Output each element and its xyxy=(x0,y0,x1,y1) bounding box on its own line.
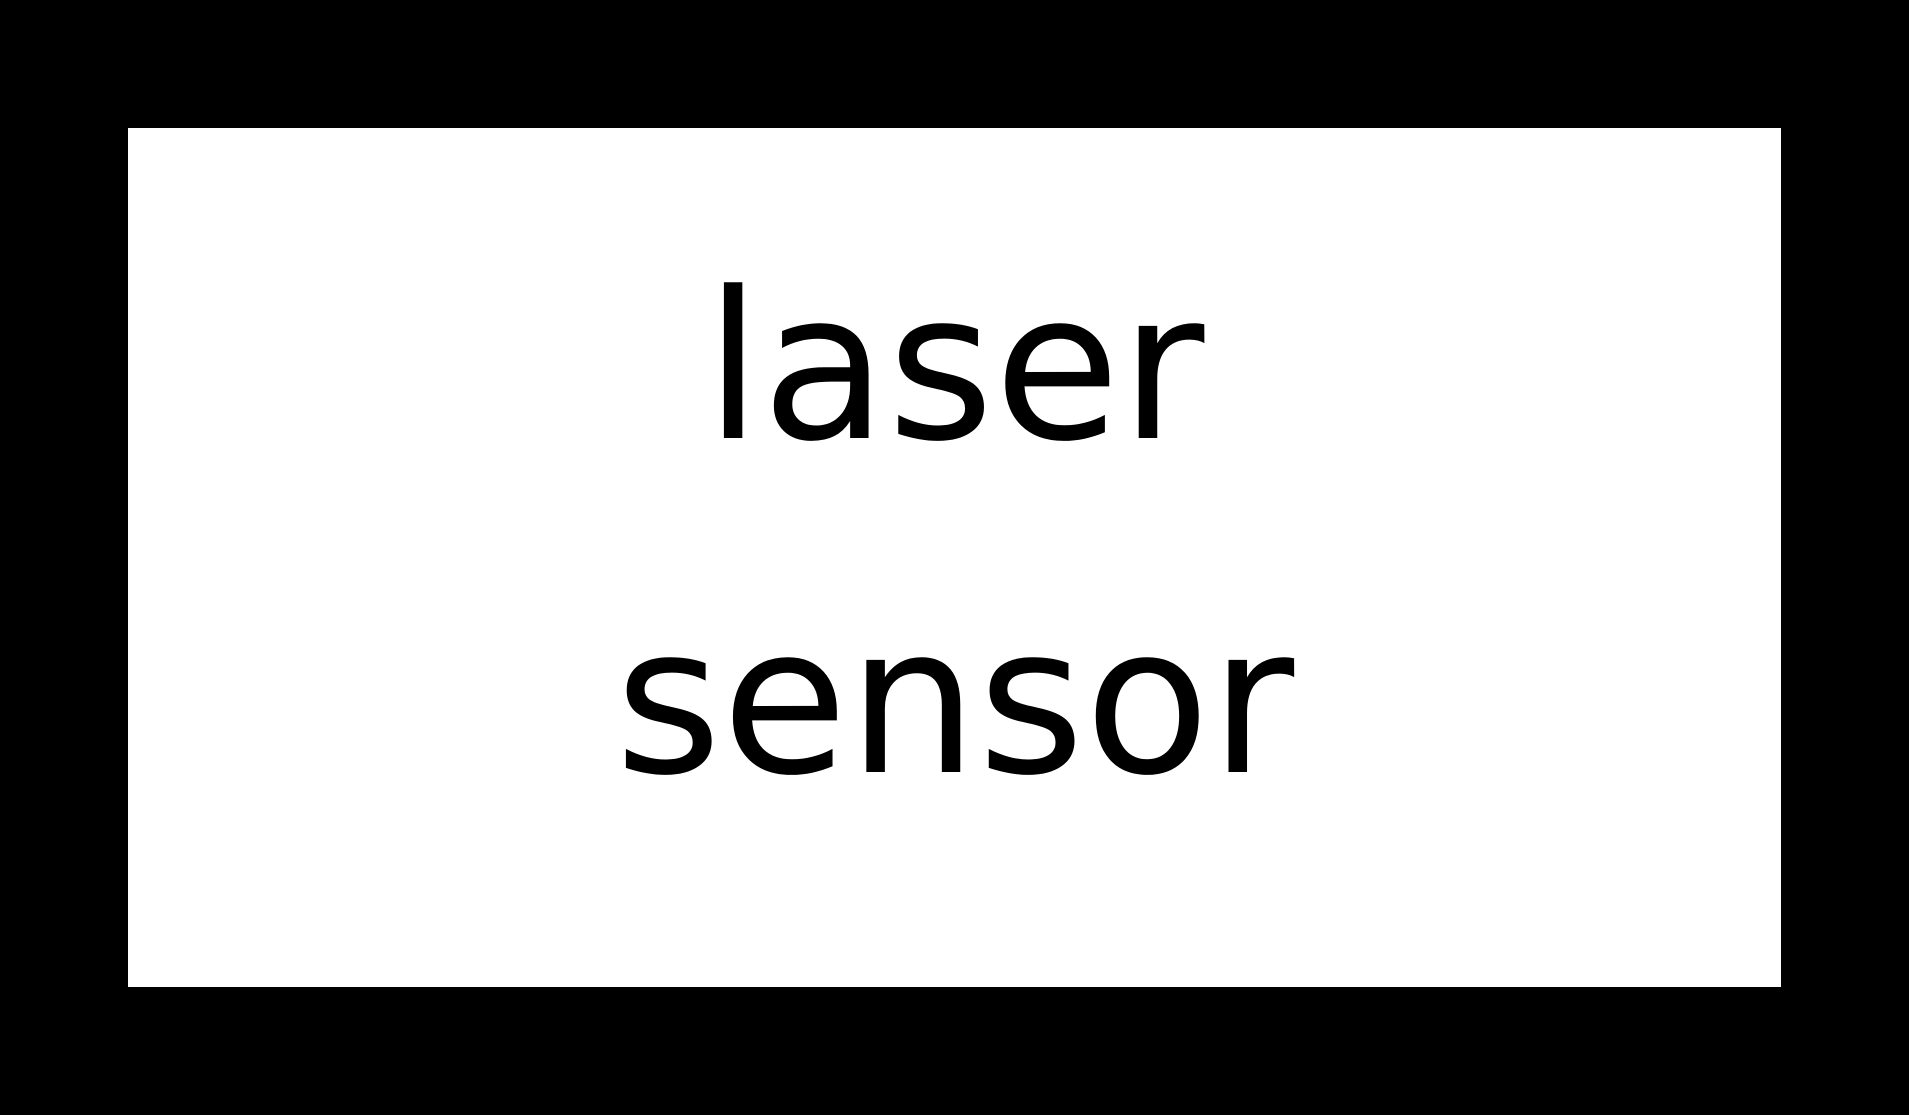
laser-sensor-block: laser sensor xyxy=(128,128,1781,987)
block-label-line-1: laser xyxy=(704,249,1205,487)
block-label-line-2: sensor xyxy=(614,583,1295,821)
